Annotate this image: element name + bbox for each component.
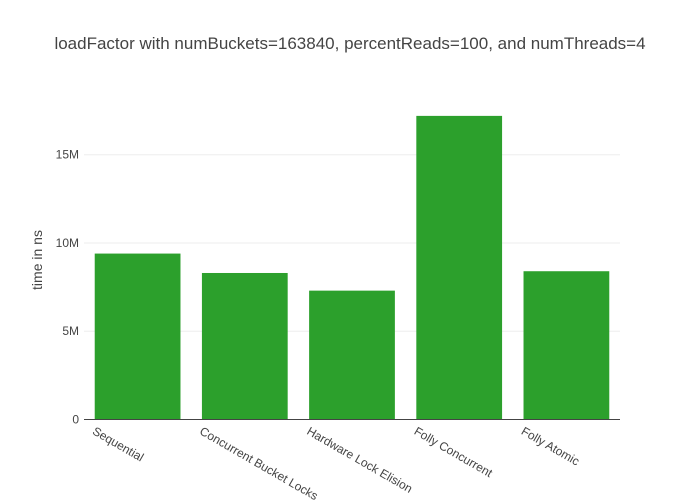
bar	[94, 253, 181, 420]
x-tick-label: Folly Concurrent	[412, 424, 496, 480]
y-tick-label: 10M	[56, 236, 79, 250]
y-tick-label: 5M	[62, 324, 79, 338]
bar	[523, 271, 610, 420]
x-tick-labels: Sequential Concurrent Bucket LocksHardwar…	[90, 424, 582, 500]
y-tick-labels: 0 5M 10M 15M	[56, 148, 80, 427]
bar	[201, 272, 288, 420]
bar	[416, 115, 503, 420]
bars	[94, 115, 610, 420]
chart-title: loadFactor with numBuckets=163840, perce…	[54, 34, 646, 53]
y-axis-title: time in ns	[29, 230, 45, 290]
bar	[309, 290, 395, 420]
x-tick-label: Folly Atomic	[519, 424, 582, 468]
x-tick-label: Hardware Lock Elision	[305, 424, 415, 496]
y-tick-label: 0	[72, 413, 79, 427]
y-tick-label: 15M	[56, 148, 79, 162]
x-tick-label: Concurrent Bucket Locks	[197, 424, 320, 500]
x-tick-label: Sequential	[90, 424, 146, 464]
